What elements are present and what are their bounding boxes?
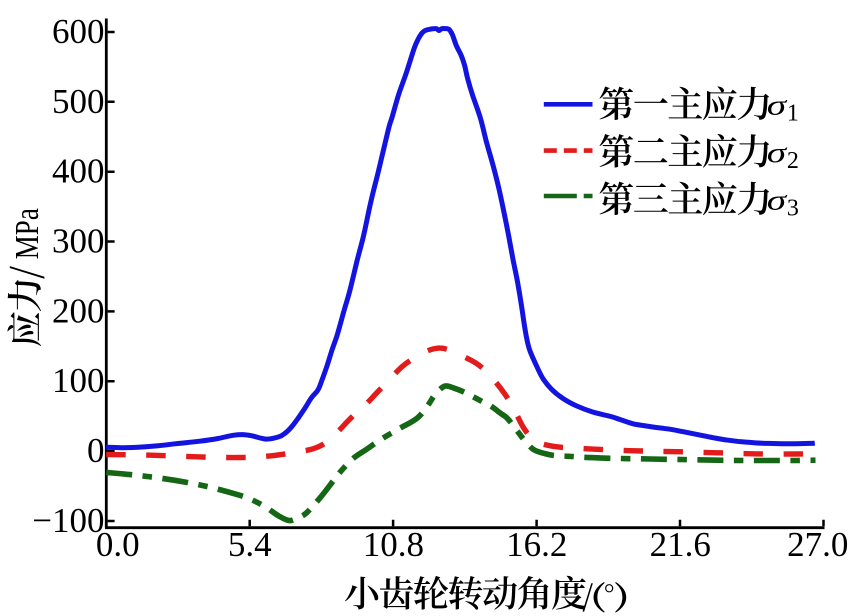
svg-text:MPa: MPa [9, 208, 46, 259]
svg-text:σ: σ [767, 138, 788, 168]
svg-text:−100: −100 [32, 501, 104, 540]
svg-text:σ: σ [767, 90, 788, 120]
svg-text:600: 600 [52, 12, 105, 51]
svg-text:2: 2 [787, 148, 799, 174]
svg-text:200: 200 [52, 291, 105, 330]
svg-text:400: 400 [52, 152, 105, 191]
svg-text:300: 300 [52, 222, 105, 261]
svg-text:21.6: 21.6 [650, 525, 711, 564]
svg-text:27.0: 27.0 [787, 525, 848, 564]
svg-text:1: 1 [787, 100, 799, 126]
svg-text:3: 3 [787, 195, 799, 221]
svg-text:100: 100 [52, 361, 105, 400]
svg-text:0: 0 [87, 431, 105, 470]
svg-text:10.8: 10.8 [363, 525, 424, 564]
svg-text:16.2: 16.2 [506, 525, 567, 564]
svg-text:500: 500 [52, 82, 105, 121]
svg-text:σ: σ [767, 185, 788, 215]
svg-text:5.4: 5.4 [228, 525, 272, 564]
svg-text:0.0: 0.0 [96, 525, 140, 564]
